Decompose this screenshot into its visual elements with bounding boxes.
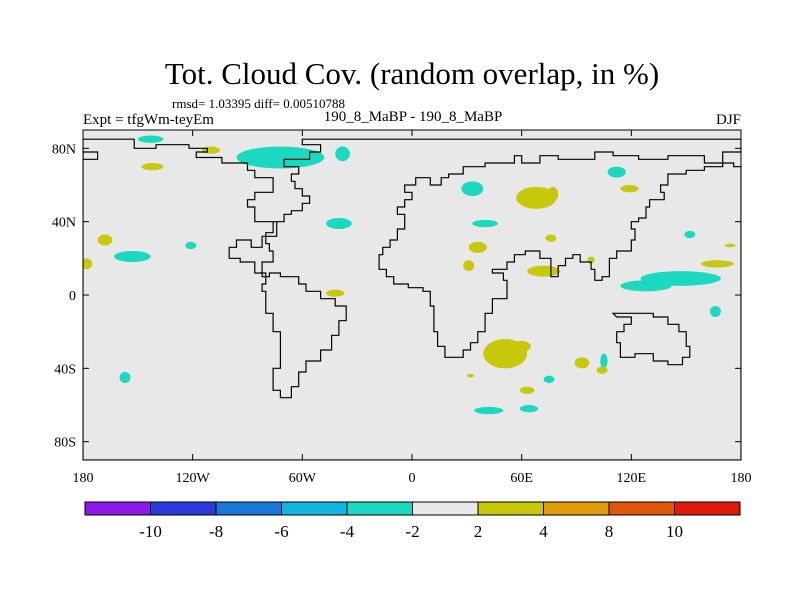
colorbar-label-3: -4: [340, 522, 355, 541]
negative-anomaly-9: [684, 230, 696, 239]
colorbar-label-5: 2: [474, 522, 483, 541]
positive-anomaly-27: [468, 241, 487, 253]
y-tick-label-1: 40N: [52, 216, 76, 231]
positive-anomaly-36: [596, 366, 608, 374]
negative-anomaly-3: [461, 181, 484, 197]
colorbar-swatch-8: [608, 501, 675, 516]
season-label: DJF: [716, 112, 741, 128]
coastline-layer: [83, 138, 741, 460]
x-tick-label-2: 60W: [289, 471, 317, 486]
positive-anomaly-21: [83, 258, 93, 270]
negative-anomaly-17: [519, 405, 539, 413]
colorbar-swatch-9: [674, 501, 741, 516]
negative-anomaly-2: [335, 146, 350, 162]
positive-anomaly-31: [700, 260, 734, 268]
colorbar-label-2: -6: [274, 522, 288, 541]
axes: 180 120W 60W 0 60E 120E 180 80N 40N 0 40S 80S: [52, 130, 752, 486]
anomaly-layer: [83, 135, 736, 415]
negative-anomaly-1: [236, 146, 325, 169]
colorbar-swatch-1: [150, 501, 217, 516]
negative-anomaly-16: [474, 406, 504, 415]
negative-anomaly-5: [185, 241, 197, 250]
colorbar-swatch-5: [412, 501, 479, 516]
colorbar-label-7: 8: [605, 522, 614, 541]
positive-anomaly-34: [512, 340, 531, 352]
positive-anomaly-28: [463, 260, 475, 272]
coastline-2: [611, 312, 691, 366]
x-tick-label-6: 180: [731, 471, 752, 486]
experiment-label: Expt = tfgWm-teyEm: [83, 112, 214, 128]
x-tick-label-5: 120E: [617, 471, 647, 486]
positive-anomaly-26: [545, 234, 557, 242]
positive-anomaly-38: [466, 373, 475, 378]
negative-anomaly-11: [620, 280, 672, 292]
negative-anomaly-7: [472, 219, 498, 228]
colorbar-swatch-2: [215, 501, 282, 516]
negative-anomaly-8: [607, 166, 626, 178]
colorbar-label-6: 4: [539, 522, 548, 541]
stats-label: rmsd= 1.03395 diff= 0.00510788: [172, 96, 345, 111]
case-label: 190_8_MaBP - 190_8_MaBP: [324, 109, 503, 125]
colorbar-label-8: 10: [666, 522, 683, 541]
negative-anomaly-4: [114, 251, 151, 262]
positive-anomaly-35: [574, 357, 590, 369]
positive-anomaly-37: [519, 386, 535, 395]
y-tick-label-3: 40S: [54, 362, 76, 377]
x-tick-label-0: 180: [73, 471, 94, 486]
positive-anomaly-19: [201, 146, 221, 154]
negative-anomaly-6: [326, 218, 352, 229]
coastline-0: [83, 138, 741, 460]
colorbar-swatch-0: [84, 501, 151, 516]
colorbar-label-4: -2: [405, 522, 419, 541]
negative-anomaly-15: [600, 353, 608, 369]
positive-anomaly-18: [141, 163, 164, 171]
coastline-1: [83, 151, 99, 160]
map-background: [83, 130, 741, 460]
colorbar: -10 -8 -6 -4 -2 2 4 8 10: [84, 501, 741, 541]
positive-anomaly-32: [724, 243, 736, 248]
colorbar-label-0: -10: [139, 522, 162, 541]
colorbar-swatch-4: [346, 501, 413, 516]
colorbar-swatch-3: [281, 501, 348, 516]
x-tick-label-1: 120W: [176, 471, 211, 486]
x-tick-label-4: 60E: [510, 471, 533, 486]
positive-anomaly-20: [97, 234, 113, 246]
positive-anomaly-22: [326, 289, 345, 297]
positive-anomaly-25: [620, 185, 639, 193]
negative-anomaly-12: [709, 306, 721, 317]
y-tick-label-0: 80N: [52, 142, 76, 157]
negative-anomaly-13: [119, 372, 131, 383]
positive-anomaly-29: [527, 265, 561, 277]
negative-anomaly-0: [137, 135, 164, 143]
colorbar-swatch-7: [543, 501, 610, 516]
positive-anomaly-24: [547, 186, 559, 202]
positive-anomaly-23: [516, 186, 557, 209]
negative-anomaly-14: [543, 375, 555, 384]
y-tick-label-4: 80S: [54, 436, 76, 451]
colorbar-label-1: -8: [209, 522, 223, 541]
chart-title: Tot. Cloud Cov. (random overlap, in %): [165, 56, 659, 91]
colorbar-swatch-6: [477, 501, 544, 516]
y-tick-label-2: 0: [69, 289, 76, 304]
x-tick-label-3: 0: [409, 471, 416, 486]
